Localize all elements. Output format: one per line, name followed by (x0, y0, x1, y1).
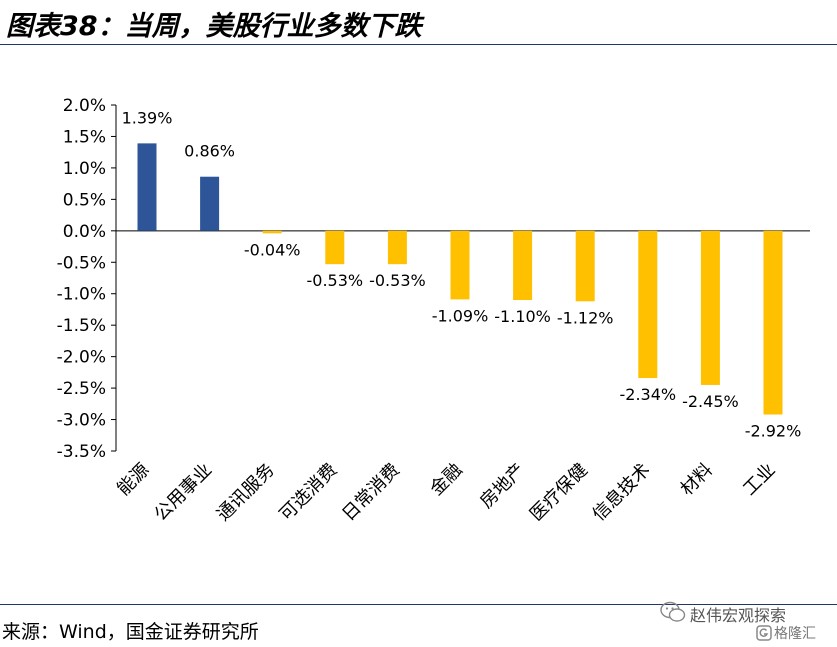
source-note: 来源：Wind，国金证券研究所 (2, 621, 259, 643)
bar (200, 176, 220, 231)
data-label: 0.86% (184, 142, 235, 161)
bar (638, 230, 658, 379)
y-tick-label: -3.5% (57, 442, 106, 462)
title-divider (0, 44, 837, 45)
category-label: 公用事业 (150, 460, 216, 526)
watermark-account-name: 赵伟宏观探索 (690, 606, 787, 625)
data-label: -0.04% (244, 240, 301, 259)
y-tick-label: 2.0% (63, 96, 106, 116)
y-tick-label: -3.0% (57, 411, 106, 431)
data-label: -0.53% (306, 271, 363, 290)
bar (137, 143, 157, 231)
bar (513, 230, 533, 301)
bar (387, 230, 407, 265)
category-label: 日常消费 (338, 460, 404, 526)
y-tick-label: 1.0% (63, 159, 106, 179)
data-label: -2.92% (745, 422, 802, 441)
y-tick-label: -2.0% (57, 348, 106, 368)
y-tick-label: -0.5% (57, 253, 106, 273)
category-label: 材料 (677, 460, 717, 500)
y-tick-label: 0.0% (63, 222, 106, 242)
bar-chart: 2.0% 1.5% 1.0% 0.5% 0.0% -0.5% -1.0% -1.5% -2.0%… (57, 96, 810, 526)
y-tick-label: -1.5% (57, 316, 106, 336)
category-label: 能源 (113, 460, 153, 500)
data-label: -1.10% (494, 307, 551, 326)
bar (325, 230, 345, 265)
y-tick-label: 0.5% (63, 190, 106, 210)
data-label: -1.09% (432, 306, 489, 325)
footer-divider (0, 604, 837, 605)
category-label: 可选消费 (276, 460, 342, 526)
bar (763, 230, 783, 415)
bar (262, 230, 282, 234)
category-label: 信息技术 (589, 460, 655, 526)
y-tick-label: 1.5% (63, 127, 106, 147)
y-tick-label: -2.5% (57, 379, 106, 399)
category-label: 医疗保健 (526, 460, 592, 526)
wechat-icon (660, 601, 686, 622)
category-label: 通讯服务 (213, 460, 279, 526)
data-label: -2.45% (682, 392, 739, 411)
data-label: 1.39% (122, 108, 173, 127)
category-label: 金融 (426, 460, 466, 500)
bar (700, 230, 720, 385)
chart-title: 图表38：当周，美股行业多数下跌 (6, 11, 422, 42)
category-label: 房地产 (476, 460, 529, 513)
data-label: -2.34% (619, 385, 676, 404)
bar (575, 230, 595, 302)
watermark-brand: 格隆汇 (774, 626, 816, 642)
category-label: 工业 (739, 460, 779, 500)
gelonghui-logo-icon (756, 625, 772, 641)
data-label: -1.12% (557, 308, 614, 327)
y-tick-label: -1.0% (57, 285, 106, 305)
bar (450, 230, 470, 300)
data-label: -0.53% (369, 271, 426, 290)
watermark: 赵伟宏观探索 格隆汇 (656, 599, 836, 647)
